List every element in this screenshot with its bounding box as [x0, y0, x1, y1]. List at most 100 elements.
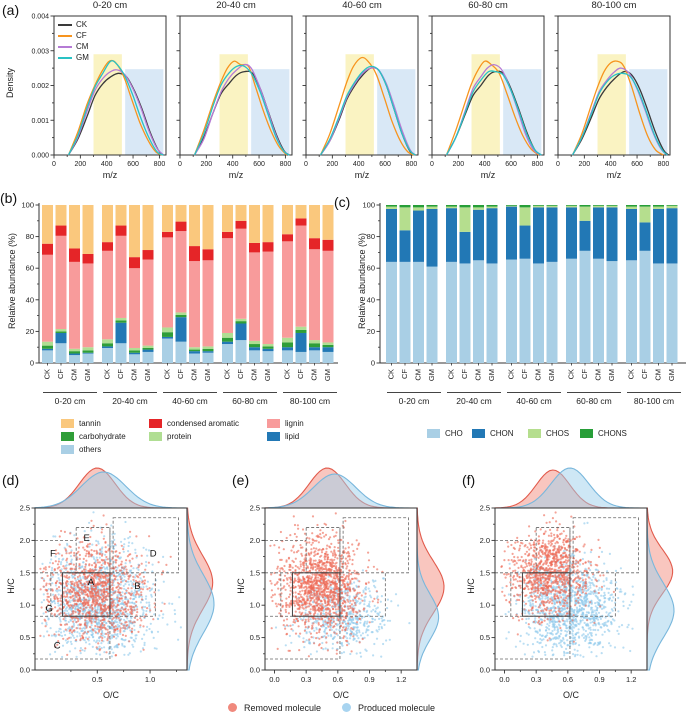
legend-item-cm: CM	[58, 41, 89, 52]
svg-text:0: 0	[304, 161, 308, 168]
panel-c-stacked-bar-chart: 0 20 40 60 80 100 CK CF CM GM CK CF CM GM CK CF CM GM CK CF…	[362, 201, 686, 381]
svg-text:40: 40	[367, 295, 375, 304]
mz-axis-label: m/z	[228, 170, 244, 180]
svg-text:600: 600	[505, 161, 517, 168]
svg-text:200: 200	[327, 161, 339, 168]
svg-text:A: A	[88, 577, 95, 588]
svg-text:0.003: 0.003	[31, 48, 49, 55]
svg-text:CK: CK	[102, 369, 111, 379]
legend-label: GM	[76, 53, 89, 62]
svg-text:600: 600	[379, 161, 391, 168]
legend-item-gm: GM	[58, 52, 89, 63]
svg-text:CM: CM	[653, 369, 662, 381]
svg-text:0: 0	[178, 161, 182, 168]
svg-text:0.6: 0.6	[333, 675, 343, 684]
svg-text:2.5: 2.5	[250, 504, 260, 513]
legend-label: CK	[76, 20, 88, 29]
depth-group-label: 60-80 cm	[232, 396, 268, 406]
svg-text:0.0: 0.0	[20, 666, 30, 675]
svg-text:CK: CK	[506, 369, 515, 379]
svg-text:CF: CF	[400, 369, 409, 379]
depth-group-label: 20-40 cm	[456, 396, 492, 406]
svg-text:CK: CK	[446, 369, 455, 379]
cho-swatch	[427, 429, 440, 438]
svg-text:60: 60	[367, 264, 375, 273]
legend-label: lignin	[285, 419, 304, 428]
legend-item-ck: CK	[58, 19, 89, 30]
mz-axis-label: m/z	[354, 170, 370, 180]
svg-text:CK: CK	[282, 369, 291, 379]
svg-text:GM: GM	[143, 369, 152, 381]
svg-text:600: 600	[631, 161, 643, 168]
svg-text:F: F	[50, 548, 56, 559]
legend-item-cf: CF	[58, 30, 89, 41]
panel-c-letter: (c)	[334, 194, 351, 210]
svg-text:1.2: 1.2	[396, 675, 406, 684]
subplot-title-60-80: 60-80 cm	[468, 0, 508, 11]
tannin-swatch	[61, 419, 74, 428]
legend-item-chons: CHONS	[580, 428, 627, 439]
legend-item-tannin: tannin	[61, 418, 101, 429]
svg-text:0.5: 0.5	[250, 633, 260, 642]
cm-line-swatch	[58, 45, 72, 48]
panel-f-letter: (f)	[462, 472, 476, 488]
group-underline	[223, 392, 277, 393]
panel-d-yaxis-label: H/C	[6, 578, 16, 594]
svg-text:CM: CM	[473, 369, 482, 381]
panel-f-xaxis-label: O/C	[562, 690, 579, 700]
svg-text:400: 400	[605, 161, 617, 168]
panel-d-letter: (d)	[2, 472, 20, 488]
mz-axis-label: m/z	[606, 170, 622, 180]
svg-text:CK: CK	[566, 369, 575, 379]
panel-d-xaxis-label: O/C	[102, 690, 119, 700]
svg-text:400: 400	[479, 161, 491, 168]
svg-text:D: D	[150, 548, 157, 559]
panel-b-letter: (b)	[0, 190, 18, 206]
depth-group-label: 60-80 cm	[576, 396, 612, 406]
legend-item-removed-molecule: Removed molecule	[228, 702, 321, 713]
svg-text:CF: CF	[580, 369, 589, 379]
chon-swatch	[472, 429, 485, 438]
lipid-swatch	[267, 432, 280, 441]
gm-line-swatch	[58, 56, 72, 59]
svg-text:2.0: 2.0	[20, 536, 30, 545]
svg-text:1.5: 1.5	[20, 568, 30, 577]
svg-text:800: 800	[658, 161, 670, 168]
svg-text:100: 100	[21, 201, 34, 210]
depth-group-label: 80-100 cm	[633, 396, 675, 406]
svg-text:0.3: 0.3	[301, 675, 311, 684]
svg-text:CK: CK	[222, 369, 231, 379]
group-underline	[567, 392, 621, 393]
svg-text:80: 80	[26, 232, 34, 241]
panel-e-yaxis-label: H/C	[236, 578, 246, 594]
svg-text:CM: CM	[69, 369, 78, 381]
group-underline	[283, 392, 337, 393]
svg-text:800: 800	[280, 161, 292, 168]
svg-text:CM: CM	[249, 369, 258, 381]
svg-text:GM: GM	[203, 369, 212, 381]
panel-f-yaxis-label: H/C	[466, 578, 476, 594]
svg-text:0.002: 0.002	[31, 83, 49, 90]
svg-text:CF: CF	[236, 369, 245, 379]
group-underline	[163, 392, 217, 393]
svg-text:CM: CM	[413, 369, 422, 381]
lignin-swatch	[267, 419, 280, 428]
group-underline	[387, 392, 441, 393]
group-underline	[447, 392, 501, 393]
group-underline	[103, 392, 157, 393]
panel-a-legend: CK CF CM GM	[58, 19, 89, 63]
mz-axis-label: m/z	[102, 170, 118, 180]
legend-label: CHON	[490, 429, 514, 438]
legend-label: CF	[76, 31, 87, 40]
svg-text:0.001: 0.001	[31, 118, 49, 125]
svg-text:1.0: 1.0	[250, 601, 260, 610]
ck-line-swatch	[58, 23, 72, 26]
svg-text:CK: CK	[162, 369, 171, 379]
subplot-title-20-40: 20-40 cm	[216, 0, 256, 11]
mz-axis-label: m/z	[480, 170, 496, 180]
svg-text:CK: CK	[386, 369, 395, 379]
svg-text:0: 0	[430, 161, 434, 168]
svg-text:600: 600	[127, 161, 139, 168]
